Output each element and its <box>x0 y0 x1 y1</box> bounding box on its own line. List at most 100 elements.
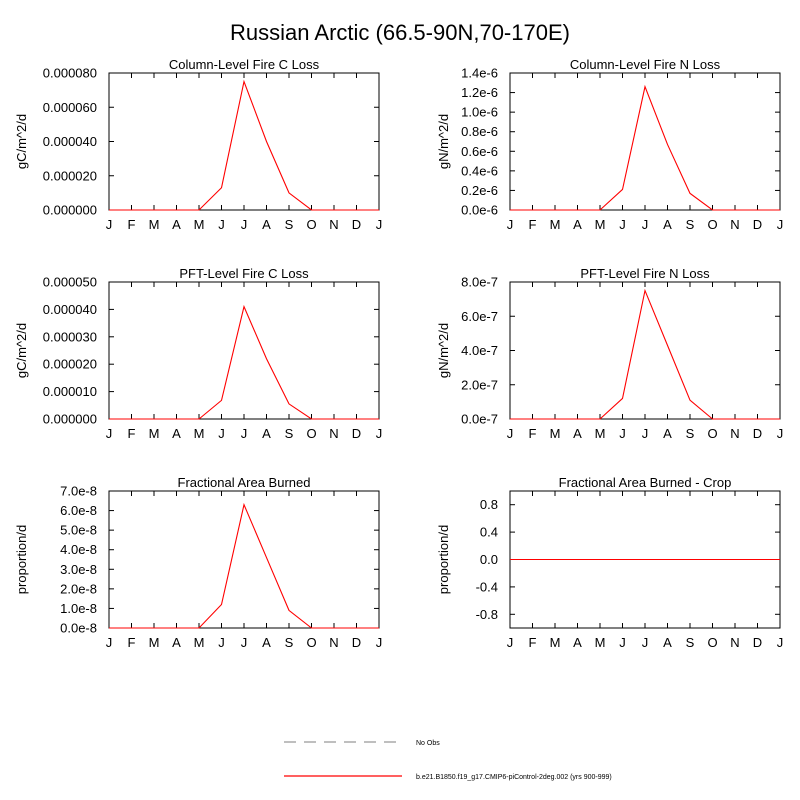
panel-title: Column-Level Fire C Loss <box>169 57 320 72</box>
series-line-1 <box>109 304 379 420</box>
y-tick-label: 8.0e-7 <box>461 275 498 290</box>
panel-title: Column-Level Fire N Loss <box>570 57 721 72</box>
x-tick-label: N <box>730 217 739 232</box>
x-tick-label: D <box>753 635 762 650</box>
x-tick-label: A <box>573 217 582 232</box>
y-tick-label: 0.000080 <box>43 66 97 81</box>
x-tick-label: M <box>550 217 561 232</box>
x-tick-label: M <box>595 426 606 441</box>
x-tick-label: A <box>172 217 181 232</box>
panel-title: PFT-Level Fire C Loss <box>179 266 309 281</box>
x-tick-label: J <box>619 426 626 441</box>
x-tick-label: A <box>262 635 271 650</box>
x-tick-label: J <box>619 635 626 650</box>
figure-title: Russian Arctic (66.5-90N,70-170E) <box>230 20 570 45</box>
plot-frame <box>108 72 380 211</box>
x-tick-label: J <box>777 426 784 441</box>
x-tick-label: J <box>376 635 383 650</box>
x-tick-label: J <box>376 217 383 232</box>
y-tick-label: 4.0e-7 <box>461 343 498 358</box>
x-tick-label: D <box>352 217 361 232</box>
x-tick-label: M <box>194 635 205 650</box>
x-tick-label: J <box>106 635 113 650</box>
x-tick-label: J <box>106 426 113 441</box>
y-tick-label: 5.0e-8 <box>60 523 97 538</box>
panel-title: PFT-Level Fire N Loss <box>580 266 710 281</box>
y-tick-label: 1.4e-6 <box>461 66 498 81</box>
x-tick-label: D <box>753 217 762 232</box>
x-tick-label: O <box>707 426 717 441</box>
x-tick-label: J <box>507 217 514 232</box>
x-tick-label: A <box>663 217 672 232</box>
y-tick-label: 0.000020 <box>43 357 97 372</box>
x-tick-label: M <box>595 217 606 232</box>
y-tick-label: 3.0e-8 <box>60 562 97 577</box>
x-tick-label: F <box>128 426 136 441</box>
x-tick-label: J <box>777 217 784 232</box>
y-tick-label: 1.0e-8 <box>60 601 97 616</box>
x-tick-label: D <box>753 426 762 441</box>
x-tick-label: N <box>730 635 739 650</box>
legend-model-label: b.e21.B1850.f19_g17.CMIP6-piControl-2deg… <box>416 774 612 781</box>
x-tick-label: S <box>285 217 294 232</box>
y-tick-label: 2.0e-8 <box>60 581 97 596</box>
panel-title: Fractional Area Burned - Crop <box>559 475 732 490</box>
y-tick-label: 2.0e-7 <box>461 377 498 392</box>
y-axis-label: proportion/d <box>14 525 29 594</box>
y-tick-label: 0.000040 <box>43 134 97 149</box>
x-tick-label: M <box>550 635 561 650</box>
y-tick-label: -0.8 <box>476 607 498 622</box>
x-tick-label: M <box>595 635 606 650</box>
series-line-1 <box>109 79 379 211</box>
x-tick-label: O <box>306 426 316 441</box>
series-line-1 <box>510 288 780 420</box>
x-tick-label: J <box>218 426 225 441</box>
x-tick-label: F <box>128 635 136 650</box>
y-tick-label: -0.4 <box>476 579 498 594</box>
x-tick-label: A <box>172 426 181 441</box>
x-tick-label: M <box>149 635 160 650</box>
x-tick-label: M <box>550 426 561 441</box>
x-tick-label: M <box>149 426 160 441</box>
x-tick-label: N <box>329 635 338 650</box>
x-tick-label: F <box>529 426 537 441</box>
x-tick-label: J <box>642 635 649 650</box>
legend-obs-label: No Obs <box>416 740 440 747</box>
x-tick-label: S <box>686 426 695 441</box>
x-tick-label: A <box>573 426 582 441</box>
x-tick-label: J <box>507 426 514 441</box>
y-tick-label: 6.0e-7 <box>461 309 498 324</box>
y-axis-label: gC/m^2/d <box>14 114 29 169</box>
y-tick-label: 0.4 <box>480 525 498 540</box>
x-tick-label: M <box>149 217 160 232</box>
series-line-1 <box>510 84 780 211</box>
x-tick-label: A <box>262 217 271 232</box>
x-tick-label: J <box>376 426 383 441</box>
y-tick-label: 0.0e-8 <box>60 621 97 636</box>
y-tick-label: 0.0 <box>480 552 498 567</box>
x-tick-label: S <box>686 635 695 650</box>
y-tick-label: 0.000010 <box>43 384 97 399</box>
x-tick-label: D <box>352 635 361 650</box>
y-tick-label: 0.2e-6 <box>461 183 498 198</box>
y-axis-label: gC/m^2/d <box>14 323 29 378</box>
y-tick-label: 0.6e-6 <box>461 144 498 159</box>
y-tick-label: 0.000030 <box>43 329 97 344</box>
panel-title: Fractional Area Burned <box>178 475 311 490</box>
x-tick-label: O <box>707 635 717 650</box>
y-tick-label: 0.8 <box>480 497 498 512</box>
x-tick-label: F <box>529 217 537 232</box>
x-tick-label: M <box>194 426 205 441</box>
x-tick-label: J <box>619 217 626 232</box>
x-tick-label: J <box>218 217 225 232</box>
x-tick-label: J <box>106 217 113 232</box>
y-tick-label: 0.0e-7 <box>461 412 498 427</box>
x-tick-label: J <box>241 426 248 441</box>
